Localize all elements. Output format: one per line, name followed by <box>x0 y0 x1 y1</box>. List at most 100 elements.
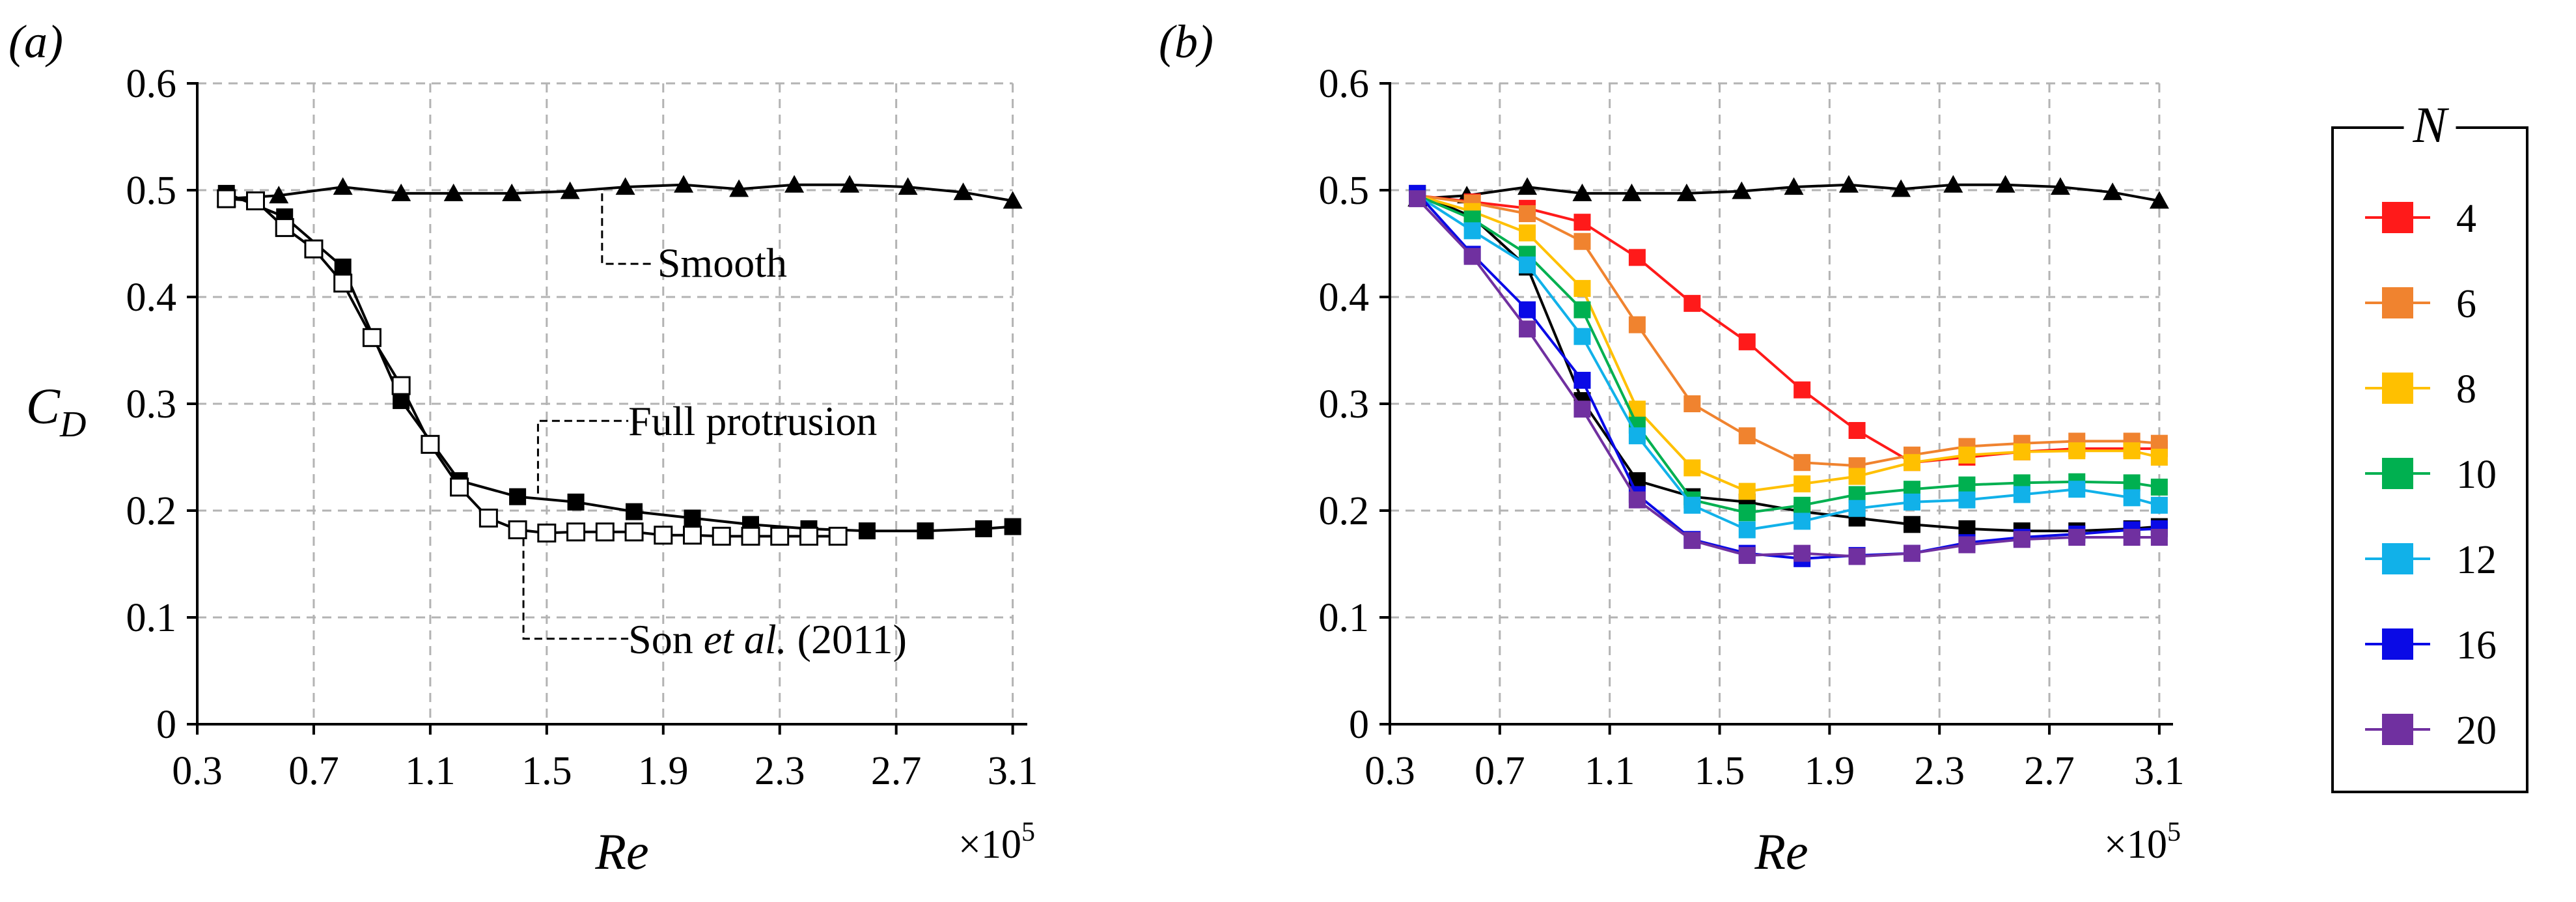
data-point <box>2013 486 2030 503</box>
data-point <box>1794 475 1811 492</box>
x-tick-label: 0.7 <box>1475 749 1525 793</box>
data-point <box>2150 449 2168 466</box>
data-point <box>443 183 464 201</box>
data-point <box>2050 177 2070 195</box>
data-point <box>1572 183 1592 201</box>
y-tick-label: 0.2 <box>1319 489 1370 533</box>
data-point <box>1904 516 1920 533</box>
series-line <box>226 197 838 538</box>
legend-item: 8 <box>2365 367 2476 412</box>
data-point <box>2068 481 2086 498</box>
data-point <box>770 526 790 546</box>
series-20 <box>1409 190 2168 565</box>
data-point <box>1628 249 1646 266</box>
legend-label: 20 <box>2456 709 2497 753</box>
data-point <box>2013 531 2030 548</box>
data-point <box>1519 224 1536 242</box>
x-tick-label: 1.5 <box>521 749 572 793</box>
panel-label: (b) <box>1159 16 1213 68</box>
legend-box <box>2331 126 2528 793</box>
data-point <box>898 177 918 195</box>
data-point <box>478 508 498 528</box>
data-point <box>1904 544 1920 562</box>
y-tick-label: 0.1 <box>126 596 177 640</box>
data-point <box>1573 328 1591 345</box>
data-point <box>508 520 527 540</box>
legend-marker <box>2382 628 2413 660</box>
data-point <box>2103 182 2123 201</box>
data-point <box>1784 177 1804 195</box>
legend-label: 10 <box>2456 453 2497 497</box>
data-point <box>684 509 701 527</box>
y-axis-label: CD <box>26 378 86 445</box>
data-point <box>840 175 860 193</box>
data-point <box>729 179 749 197</box>
data-point <box>566 522 586 542</box>
legend-marker <box>2382 458 2413 489</box>
x-tick-label: 3.1 <box>988 749 1038 793</box>
data-point <box>1573 214 1591 231</box>
annotation-smooth: Smooth <box>658 240 787 286</box>
data-point <box>2068 529 2086 546</box>
data-point <box>1517 177 1538 195</box>
data-point <box>2068 442 2086 460</box>
data-point <box>1848 548 1866 565</box>
data-point <box>1683 496 1701 514</box>
panel-label: (a) <box>8 16 63 68</box>
data-point <box>391 183 411 201</box>
y-tick-label: 0.6 <box>1319 62 1370 106</box>
data-point <box>1519 205 1536 223</box>
data-point <box>1848 468 1866 485</box>
data-point <box>654 526 673 545</box>
chart-panel-a: 0 0.1 0.2 0.3 0.4 0.5 0.6 0.3 0.7 1.1 1.5 1.9 2.3 2.7… <box>8 16 1038 880</box>
data-point <box>269 186 289 204</box>
legend-item: 4 <box>2365 197 2476 241</box>
data-point <box>1794 454 1811 472</box>
legend-marker <box>2382 543 2413 574</box>
data-point <box>304 239 324 259</box>
legend-label: 8 <box>2456 367 2476 412</box>
x-multiplier: ×105 <box>958 817 1035 867</box>
x-tick-label: 3.1 <box>2134 749 2185 793</box>
legend-label: 12 <box>2456 538 2497 582</box>
data-point <box>537 523 557 543</box>
annotation-son-et-al: Son et al. (2011) <box>628 616 907 662</box>
data-point <box>2013 443 2030 460</box>
data-point <box>917 522 934 540</box>
data-point <box>828 526 848 546</box>
data-point <box>1409 190 1426 208</box>
data-point <box>1628 427 1646 445</box>
data-point <box>1628 316 1646 333</box>
series-line <box>225 192 1013 533</box>
data-point <box>1904 493 1920 511</box>
x-tick-label: 0.3 <box>1364 749 1415 793</box>
data-point <box>2150 529 2168 546</box>
data-point <box>1738 483 1756 500</box>
data-point <box>784 175 805 193</box>
y-tick-label: 0.5 <box>1319 169 1370 213</box>
data-point <box>2123 529 2140 546</box>
series-line <box>1417 192 2160 533</box>
x-tick-label: 0.3 <box>172 749 223 793</box>
legend-title: N <box>2412 96 2449 153</box>
data-point <box>1676 183 1697 201</box>
data-point <box>1683 294 1701 312</box>
legend-item: 6 <box>2365 282 2476 326</box>
data-point <box>1519 301 1536 318</box>
data-point <box>275 218 294 237</box>
legend-item: 10 <box>2365 453 2497 497</box>
y-tick-label: 0.5 <box>126 169 177 213</box>
data-point <box>1519 256 1536 274</box>
x-tick-label: 1.9 <box>1805 749 1855 793</box>
series-smooth <box>216 175 1023 209</box>
data-point <box>1683 395 1701 412</box>
x-tick-label: 1.1 <box>1585 749 1635 793</box>
series-full-protrusion <box>217 184 1021 540</box>
series-son-et-al-2011- <box>217 189 848 546</box>
legend-item: 20 <box>2365 709 2497 753</box>
data-point <box>1738 427 1756 445</box>
y-tick-label: 0.3 <box>1319 382 1370 427</box>
data-point <box>2150 496 2168 514</box>
data-point <box>624 522 644 542</box>
